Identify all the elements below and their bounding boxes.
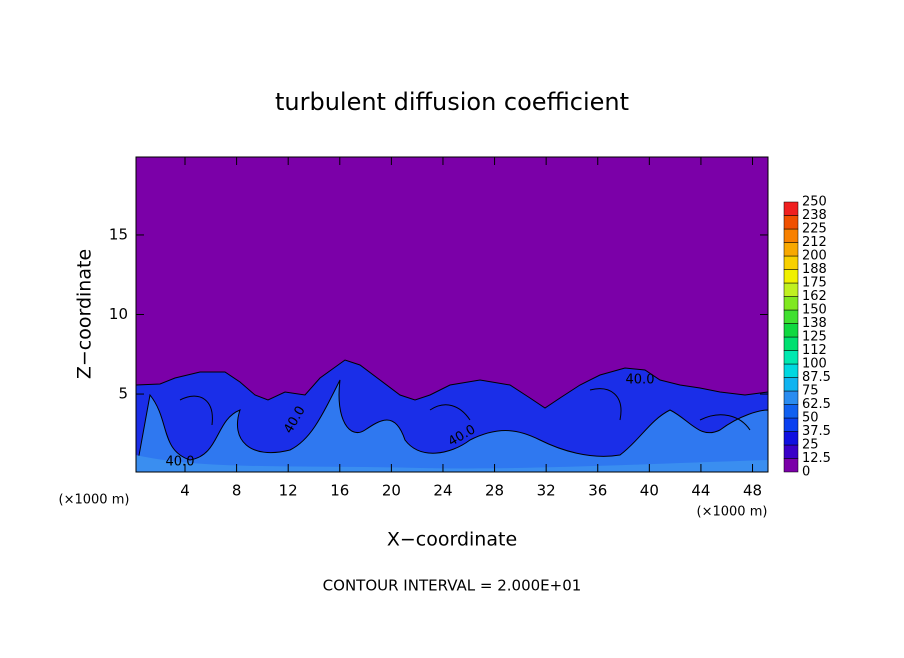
x-tick-label: 44 bbox=[691, 482, 710, 500]
colorbar-label: 75 bbox=[802, 384, 819, 399]
x-tick-label: 24 bbox=[433, 482, 452, 500]
y-axis-label: Z−coordinate bbox=[74, 249, 96, 379]
colorbar-label: 112 bbox=[802, 343, 827, 358]
colorbar-label: 0 bbox=[802, 465, 810, 480]
colorbar-band bbox=[783, 404, 799, 419]
x-axis-label: X−coordinate bbox=[387, 529, 517, 551]
colorbar-label: 62.5 bbox=[802, 397, 831, 412]
colorbar-label: 125 bbox=[802, 330, 827, 345]
colorbar-band bbox=[783, 309, 799, 324]
colorbar-label: 100 bbox=[802, 357, 827, 372]
x-tick-label: 8 bbox=[232, 482, 242, 500]
colorbar-label: 37.5 bbox=[802, 424, 831, 439]
colorbar-label: 200 bbox=[802, 249, 827, 264]
colorbar-label: 188 bbox=[802, 262, 827, 277]
x-tick-label: 12 bbox=[279, 482, 298, 500]
x-tick-label: 16 bbox=[330, 482, 349, 500]
x-unit: (×1000 m) bbox=[59, 493, 130, 508]
x-tick-label: 20 bbox=[382, 482, 401, 500]
colorbar-label: 238 bbox=[802, 208, 827, 223]
field bbox=[136, 157, 768, 472]
colorbar-label: 87.5 bbox=[802, 370, 831, 385]
colorbar-label: 250 bbox=[802, 195, 827, 210]
contour-label: 40.0 bbox=[626, 373, 655, 388]
colorbar-band bbox=[783, 336, 799, 351]
colorbar-band bbox=[783, 296, 799, 311]
colorbar-label: 212 bbox=[802, 235, 827, 250]
colorbar-band bbox=[783, 350, 799, 365]
colorbar-label: 50 bbox=[802, 411, 819, 426]
colorbar-label: 138 bbox=[802, 316, 827, 331]
colorbar-band bbox=[783, 431, 799, 446]
colorbar-band bbox=[783, 390, 799, 405]
x-tick-label: 4 bbox=[180, 482, 190, 500]
y-tick-label: 10 bbox=[109, 305, 128, 323]
colorbar-band bbox=[783, 458, 799, 473]
x-tick-label: 36 bbox=[588, 482, 607, 500]
colorbar-label: 162 bbox=[802, 289, 827, 304]
footnote: CONTOUR INTERVAL = 2.000E+01 bbox=[323, 577, 582, 595]
colorbar-band bbox=[783, 242, 799, 257]
y-tick-label: 5 bbox=[118, 385, 128, 403]
x-tick-label: 28 bbox=[485, 482, 504, 500]
colorbar-band bbox=[783, 201, 799, 216]
colorbar-label: 12.5 bbox=[802, 451, 831, 466]
colorbar-band bbox=[783, 363, 799, 378]
x-tick-label: 32 bbox=[537, 482, 556, 500]
colorbar-band bbox=[783, 215, 799, 230]
colorbar-band bbox=[783, 377, 799, 392]
x-tick-label: 40 bbox=[640, 482, 659, 500]
contour-label: 40.0 bbox=[166, 455, 195, 470]
x-unit-right: (×1000 m) bbox=[697, 505, 768, 520]
colorbar-band bbox=[783, 255, 799, 270]
colorbar-band bbox=[783, 228, 799, 243]
colorbar-band bbox=[783, 269, 799, 284]
colorbar-label: 225 bbox=[802, 222, 827, 237]
y-tick-label: 15 bbox=[109, 225, 128, 243]
colorbar-band bbox=[783, 323, 799, 338]
colorbar-band bbox=[783, 417, 799, 432]
x-tick-label: 48 bbox=[743, 482, 762, 500]
colorbar-label: 150 bbox=[802, 303, 827, 318]
colorbar-label: 175 bbox=[802, 276, 827, 291]
colorbar-band bbox=[783, 444, 799, 459]
colorbar-label: 25 bbox=[802, 438, 819, 453]
chart-title: turbulent diffusion coefficient bbox=[275, 88, 629, 116]
colorbar-band bbox=[783, 282, 799, 297]
